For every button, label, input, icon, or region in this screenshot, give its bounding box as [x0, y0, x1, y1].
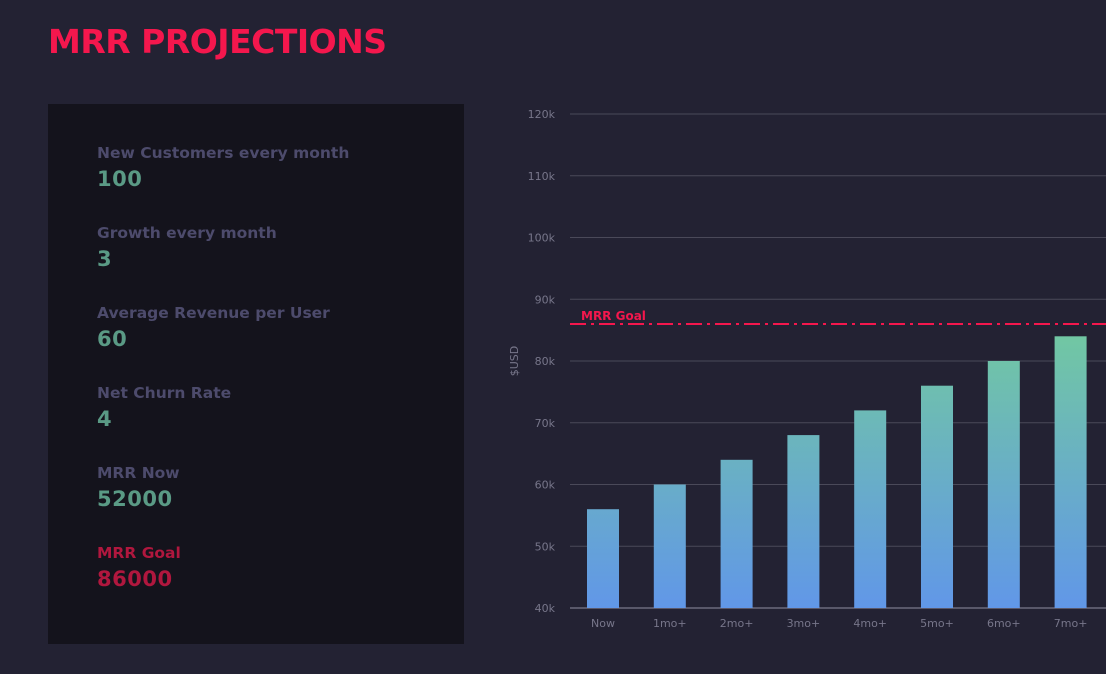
y-tick-label: 110k: [528, 170, 556, 183]
y-tick-label: 40k: [535, 602, 556, 615]
inputs-panel: New Customers every month 100 Growth eve…: [48, 104, 464, 644]
metric-net-churn: Net Churn Rate 4: [97, 384, 231, 431]
bar-4moplus: [854, 410, 887, 608]
x-tick-label: 7mo+: [1054, 617, 1088, 630]
x-tick-label: 3mo+: [787, 617, 821, 630]
metric-label: Net Churn Rate: [97, 384, 232, 402]
metric-mrr-now: MRR Now 52000: [97, 464, 180, 511]
goal-line-group: MRR Goal: [570, 309, 1106, 325]
y-tick-label: 50k: [535, 540, 556, 553]
x-tick-label: 4mo+: [853, 617, 887, 630]
goal-line-label: MRR Goal: [581, 309, 646, 323]
bar-7moplus: [1054, 336, 1087, 608]
metric-value[interactable]: 4: [97, 407, 113, 431]
metric-value[interactable]: 86000: [97, 567, 173, 591]
bar-now: [587, 509, 619, 608]
metric-mrr-goal: MRR Goal 86000: [97, 544, 181, 591]
bar-5moplus: [921, 385, 953, 608]
x-tick-label: 1mo+: [653, 617, 687, 630]
axis-labels: 40k 50k 60k 70k 80k 90k 100k 110k 120k $USD Now 1mo…: [508, 108, 1087, 630]
bar-1moplus: [653, 484, 686, 608]
metric-new-customers: New Customers every month 100: [97, 144, 349, 191]
metric-value[interactable]: 52000: [97, 487, 173, 511]
y-axis-label: $USD: [508, 346, 521, 377]
metric-label: MRR Goal: [97, 544, 181, 562]
metric-value[interactable]: 3: [97, 247, 113, 271]
metric-label: Growth every month: [97, 224, 277, 242]
metric-label: New Customers every month: [97, 144, 350, 162]
x-tick-label: 2mo+: [720, 617, 754, 630]
metric-value[interactable]: 100: [97, 167, 143, 191]
y-tick-label: 100k: [528, 232, 556, 245]
bar-2moplus: [720, 459, 753, 608]
page-title: MRR PROJECTIONS: [48, 22, 387, 61]
x-tick-label: Now: [591, 617, 615, 630]
metric-label: MRR Now: [97, 464, 180, 482]
y-tick-label: 60k: [535, 479, 556, 492]
metric-value[interactable]: 60: [97, 327, 128, 351]
x-tick-label: 6mo+: [987, 617, 1021, 630]
bar-3moplus: [787, 435, 820, 608]
y-tick-label: 120k: [528, 108, 556, 121]
y-tick-label: 70k: [535, 417, 556, 430]
y-tick-label: 80k: [535, 355, 556, 368]
metric-arpu: Average Revenue per User 60: [97, 304, 330, 351]
y-tick-label: 90k: [535, 293, 556, 306]
bar-6moplus: [987, 361, 1020, 608]
x-tick-label: 5mo+: [920, 617, 954, 630]
metric-growth: Growth every month 3: [97, 224, 277, 271]
metric-label: Average Revenue per User: [97, 304, 330, 322]
grid-lines: [570, 113, 1106, 609]
bars: [587, 336, 1087, 608]
